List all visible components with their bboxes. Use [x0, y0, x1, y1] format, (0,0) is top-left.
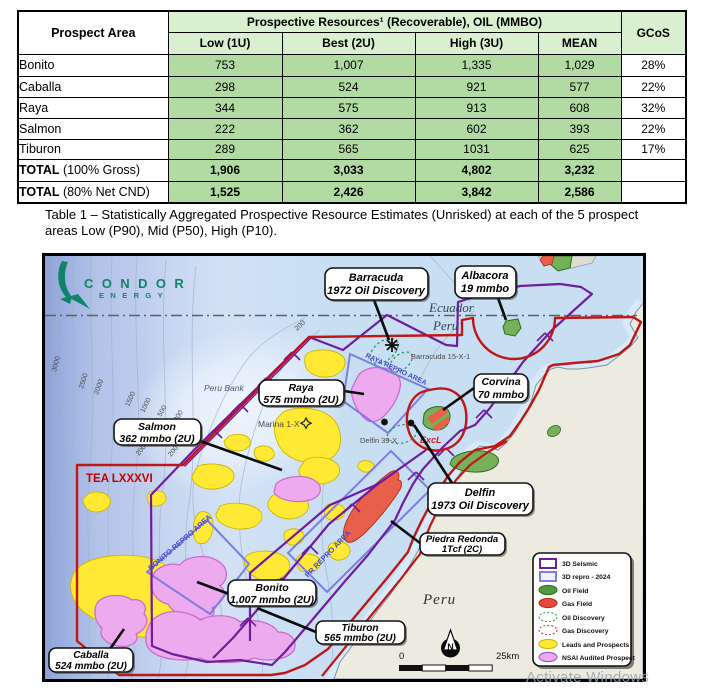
svg-text:1Tcf (2C): 1Tcf (2C) — [442, 544, 482, 555]
svg-text:3D Seismic: 3D Seismic — [562, 561, 598, 568]
svg-text:Albacora: Albacora — [460, 270, 508, 282]
svg-text:Barracuda 15-X-1: Barracuda 15-X-1 — [411, 352, 470, 361]
svg-text:NSAI Audited Prospect: NSAI Audited Prospect — [562, 655, 636, 662]
svg-text:3D repro - 2024: 3D repro - 2024 — [562, 574, 611, 581]
svg-text:Oil Discovery: Oil Discovery — [562, 615, 605, 622]
svg-text:362 mmbo (2U): 362 mmbo (2U) — [119, 433, 195, 445]
svg-text:TEA LXXXVI: TEA LXXXVI — [86, 473, 153, 485]
svg-text:Caballa: Caballa — [73, 650, 109, 661]
svg-text:25km: 25km — [496, 651, 519, 662]
svg-text:Raya: Raya — [288, 382, 313, 394]
svg-text:Bonito: Bonito — [255, 582, 289, 594]
svg-text:2000: 2000 — [93, 379, 105, 396]
svg-text:ENERGY: ENERGY — [99, 291, 169, 300]
svg-text:Piedra Redonda: Piedra Redonda — [426, 534, 498, 545]
svg-text:Peru: Peru — [432, 318, 459, 333]
svg-text:3000: 3000 — [51, 356, 62, 373]
svg-text:Marina 1-X: Marina 1-X — [258, 419, 300, 429]
svg-text:524 mmbo (2U): 524 mmbo (2U) — [55, 661, 127, 672]
svg-text:Tiburon: Tiburon — [341, 623, 378, 634]
svg-text:0: 0 — [399, 651, 404, 662]
svg-text:19 mmbo: 19 mmbo — [461, 283, 510, 295]
svg-text:Ecuador: Ecuador — [428, 300, 475, 315]
svg-text:Delfin 39-X: Delfin 39-X — [360, 436, 397, 445]
svg-text:Leads and Prospects: Leads and Prospects — [562, 642, 630, 649]
svg-text:70 mmbo: 70 mmbo — [478, 389, 525, 401]
svg-text:Gas Discovery: Gas Discovery — [562, 628, 609, 635]
svg-text:2500: 2500 — [78, 373, 90, 390]
svg-text:CONDOR: CONDOR — [84, 276, 192, 291]
svg-text:Corvina: Corvina — [481, 376, 520, 388]
svg-text:Salmon: Salmon — [138, 421, 176, 433]
svg-text:Peru: Peru — [422, 592, 456, 608]
svg-text:500: 500 — [157, 404, 169, 418]
svg-text:1972 Oil Discovery: 1972 Oil Discovery — [327, 285, 426, 297]
svg-text:565 mmbo (2U): 565 mmbo (2U) — [324, 633, 396, 644]
svg-text:Peru Bank: Peru Bank — [204, 383, 244, 393]
svg-text:Barracuda: Barracuda — [349, 272, 403, 284]
svg-text:575 mmbo (2U): 575 mmbo (2U) — [263, 394, 339, 406]
svg-text:Oil Field: Oil Field — [562, 588, 588, 595]
svg-text:Delfin: Delfin — [465, 487, 496, 499]
svg-text:ExcL: ExcL — [420, 435, 442, 445]
svg-text:N: N — [447, 642, 454, 652]
svg-text:1973 Oil Discovery: 1973 Oil Discovery — [431, 500, 530, 512]
svg-text:Gas Field: Gas Field — [562, 601, 592, 608]
svg-text:1,007 mmbo (2U): 1,007 mmbo (2U) — [230, 594, 315, 606]
